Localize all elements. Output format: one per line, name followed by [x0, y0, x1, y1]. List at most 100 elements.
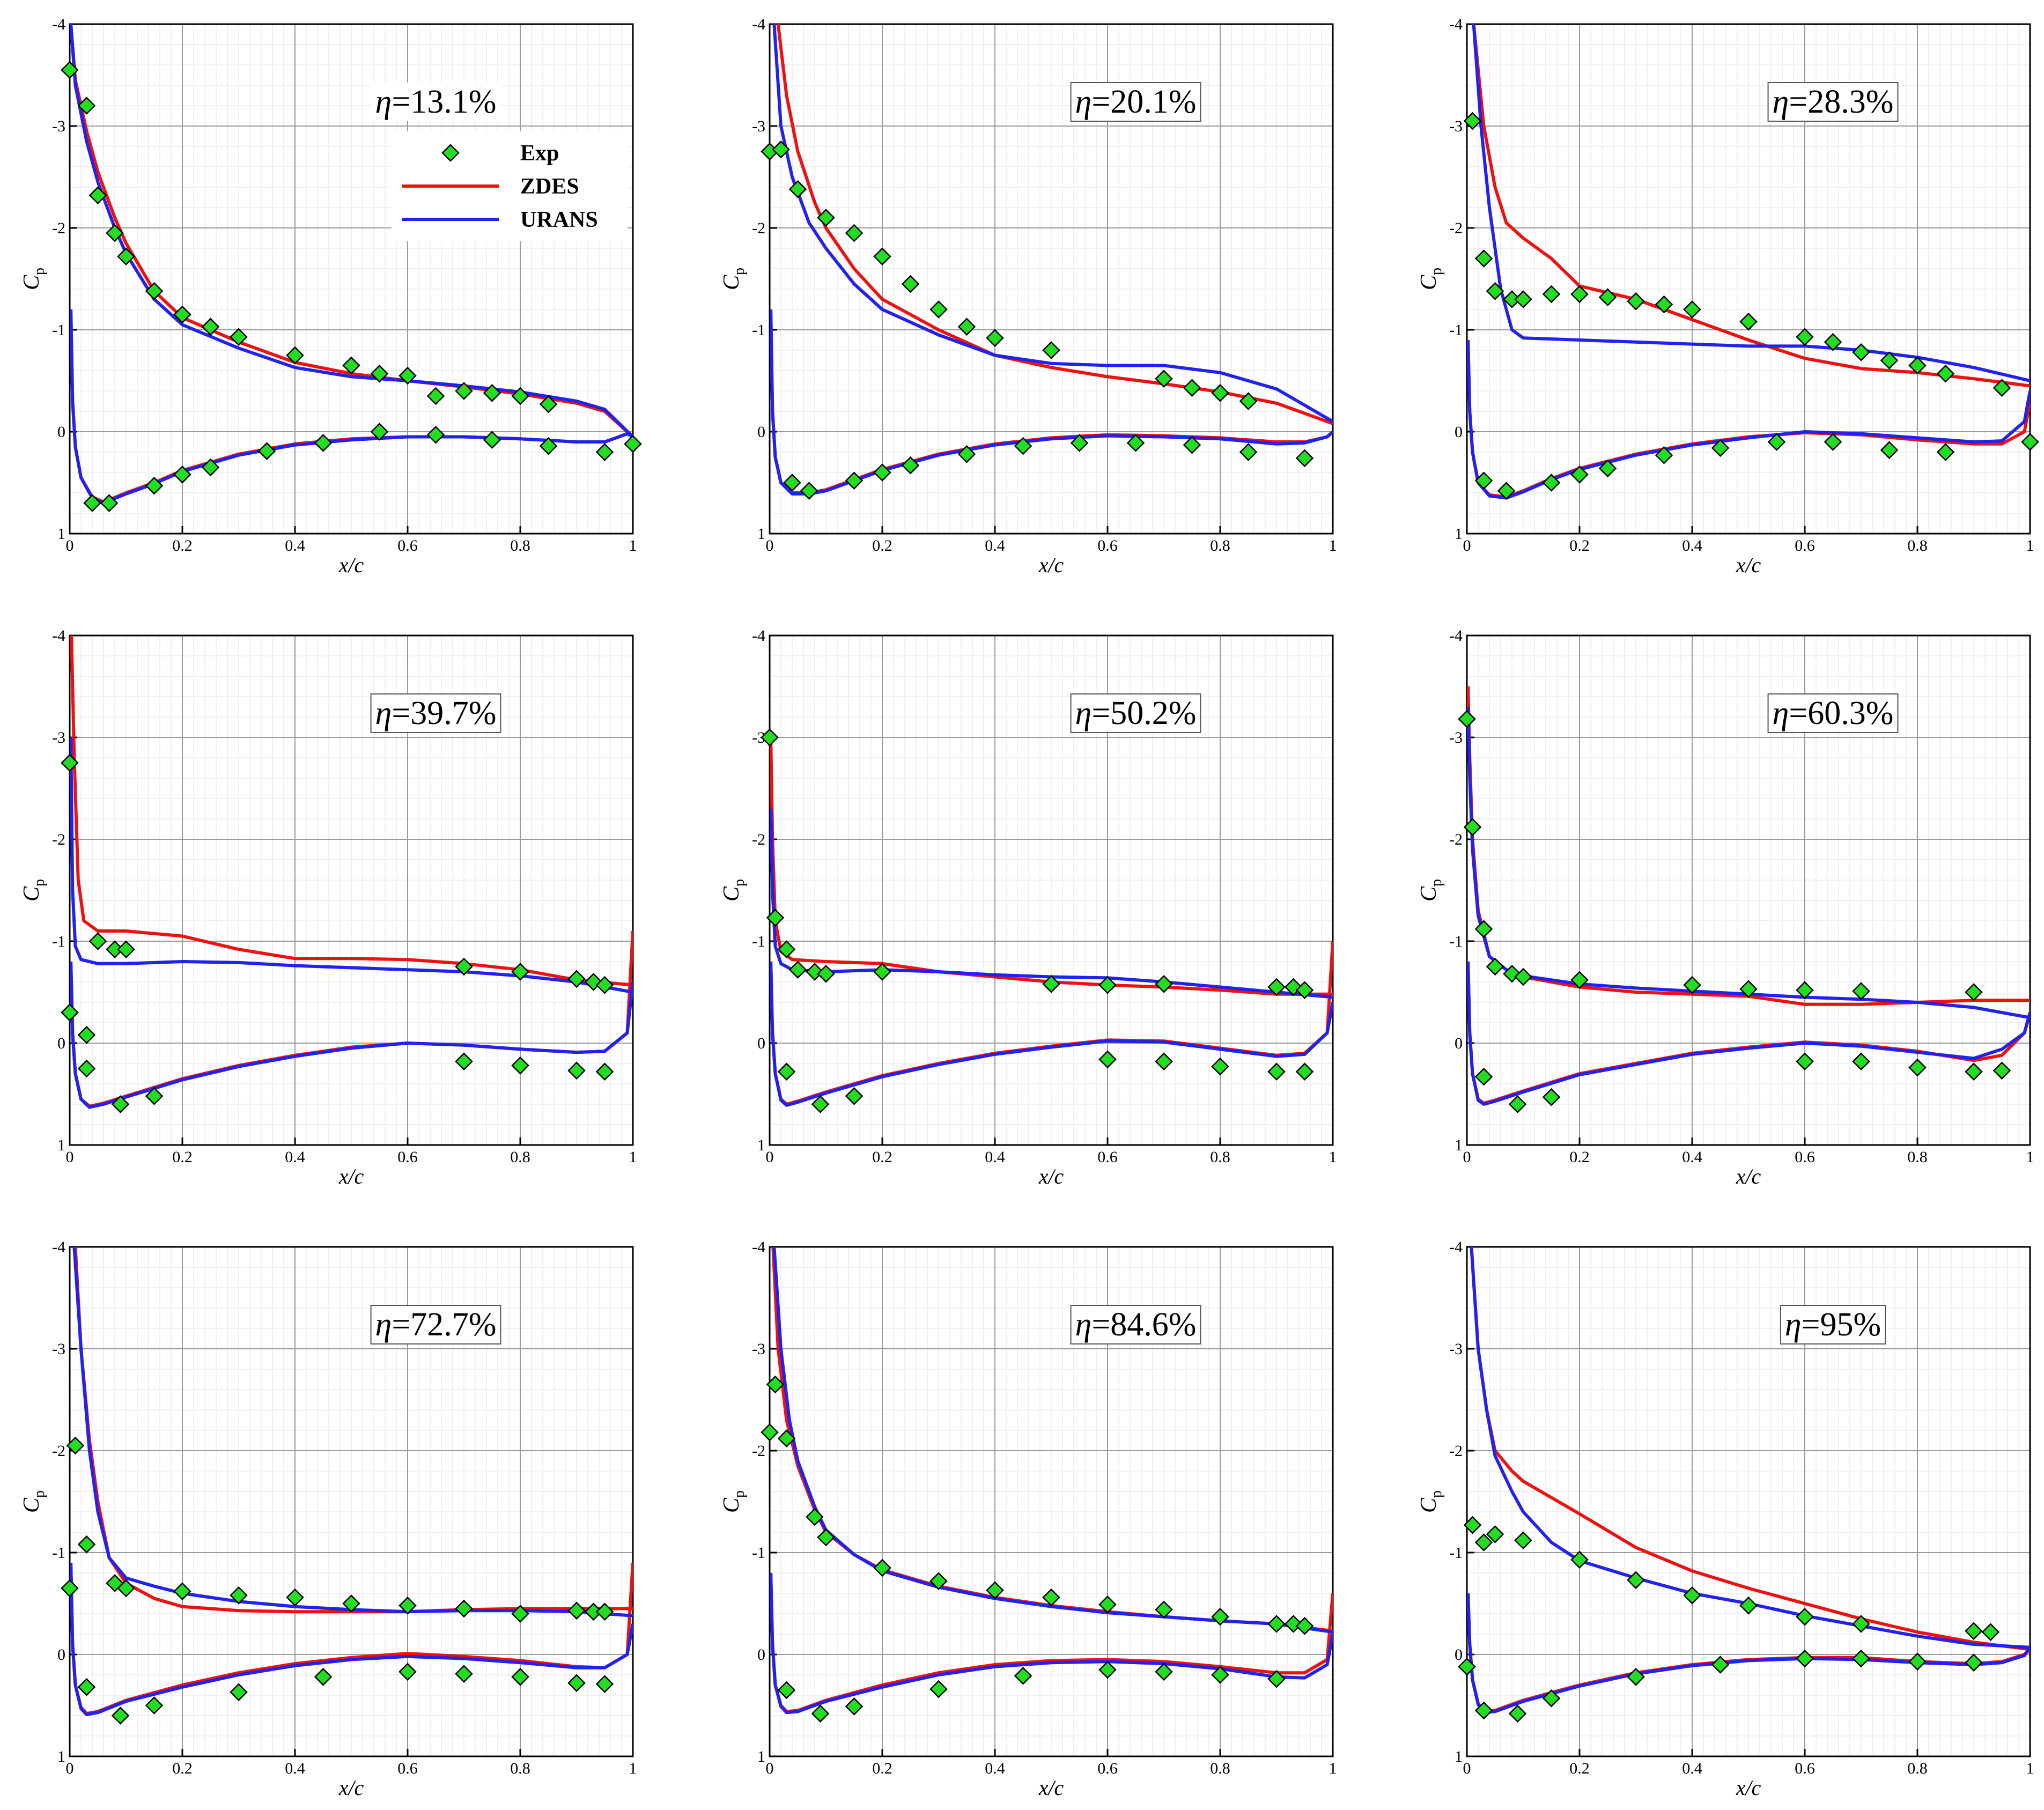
annotation-box	[1070, 82, 1201, 122]
exp-data-point	[1965, 1653, 1983, 1672]
exp-data-point	[201, 458, 220, 477]
exp-data-point	[1514, 290, 1532, 308]
exp-data-point	[567, 1674, 586, 1692]
x-tick-label: 1	[2026, 1760, 2034, 1777]
zdes-upper-line	[770, 737, 1333, 996]
exp-data-point	[1463, 818, 1482, 836]
exp-data-point	[957, 317, 976, 336]
y-tick-label: -4	[752, 1238, 765, 1256]
urans-upper-line	[1472, 24, 2030, 382]
x-tick-label: 0.6	[1795, 1760, 1815, 1777]
exp-data-point	[1295, 449, 1314, 468]
y-tick-label: -4	[752, 16, 765, 33]
y-tick-label: -4	[52, 16, 65, 33]
x-tick-label: 0	[766, 1760, 774, 1777]
x-tick-label: 1	[2026, 1148, 2034, 1166]
x-tick-label: 0	[66, 1760, 74, 1777]
y-tick-label: -2	[752, 219, 765, 237]
y-axis-label-main: C	[1416, 275, 1441, 290]
y-tick-label: 1	[57, 1748, 65, 1765]
exp-data-point	[455, 1665, 473, 1683]
y-tick-label: 1	[757, 1136, 765, 1154]
plot-frame	[769, 23, 1334, 535]
exp-data-point	[230, 1683, 248, 1702]
urans-upper-line	[70, 24, 633, 438]
exp-data-point	[2021, 433, 2039, 451]
y-axis-label-main: C	[1416, 886, 1441, 902]
exp-data-point	[511, 1057, 529, 1075]
panel-1: 0 0.2 0.4 0.6 0.8 1-4-3-2-101x/cCpη=13.1%ExpZ…	[19, 16, 642, 577]
x-tick-label: 0.6	[1097, 537, 1118, 555]
exp-data-point	[1570, 466, 1589, 484]
exp-data-point	[399, 1597, 417, 1615]
exp-data-point	[1824, 433, 1842, 451]
exp-data-point	[399, 366, 417, 385]
exp-data-point	[145, 282, 164, 300]
y-axis-label-subscript: p	[1428, 268, 1445, 275]
x-tick-label: 0.4	[285, 1760, 305, 1777]
x-tick-label: 0.6	[397, 537, 418, 555]
x-tick-label: 0.8	[1907, 1760, 1928, 1777]
x-axis-label: x/c	[1736, 553, 1761, 577]
exp-data-point	[426, 387, 445, 405]
eta-annotation: η=60.3%	[1773, 695, 1894, 732]
exp-data-point	[1796, 1607, 1814, 1626]
x-tick-label: 0.4	[285, 1148, 305, 1166]
plot-area	[770, 1247, 1333, 1715]
exp-data-point	[1683, 1586, 1701, 1605]
exp-data-point	[567, 1601, 586, 1620]
exp-data-point	[901, 275, 920, 293]
exp-data-point	[845, 1087, 864, 1105]
y-axis-label-subscript: p	[1428, 879, 1445, 886]
y-axis-label: Cp	[1416, 1490, 1445, 1513]
exp-data-point	[1042, 975, 1060, 993]
exp-data-point	[1474, 1067, 1493, 1086]
exp-data-point	[314, 1668, 333, 1686]
exp-data-point	[1542, 1088, 1561, 1106]
exp-data-point	[511, 1605, 529, 1623]
y-axis-label-main: C	[719, 886, 744, 902]
eta-value: =20.1%	[1091, 84, 1196, 120]
exp-data-point	[595, 1602, 614, 1621]
exp-data-point	[61, 1003, 79, 1022]
exp-data-point	[783, 474, 801, 492]
x-tick-label: 0.8	[510, 1760, 530, 1777]
exp-data-point	[811, 1704, 830, 1723]
urans-lower-line	[70, 1562, 633, 1717]
exp-data-point	[806, 1508, 824, 1526]
exp-data-point	[901, 456, 920, 475]
exp-data-point	[873, 463, 891, 482]
eta-symbol: η	[1075, 84, 1092, 120]
x-axis-label: x/c	[1736, 1164, 1761, 1188]
urans-upper-line	[772, 24, 1333, 423]
exp-data-point	[766, 908, 785, 927]
exp-data-point	[117, 940, 135, 958]
exp-data-point	[61, 753, 79, 772]
plot-area	[70, 1247, 633, 1717]
exp-data-point	[1155, 1052, 1173, 1070]
exp-data-point	[761, 1423, 779, 1442]
urans-upper-line	[70, 737, 633, 994]
x-tick-label: 0.8	[510, 1148, 530, 1166]
eta-symbol: η	[375, 695, 392, 732]
exp-data-point	[342, 1594, 360, 1613]
y-tick-label: -4	[52, 1238, 65, 1256]
zdes-upper-line	[70, 636, 633, 987]
x-axis-label: x/c	[338, 1164, 364, 1188]
exp-data-point	[1542, 285, 1561, 304]
exp-data-point	[817, 1528, 835, 1547]
y-tick-label: 0	[757, 1646, 765, 1664]
exp-data-point	[111, 1095, 130, 1113]
exp-data-point	[426, 425, 445, 444]
x-tick-label: 0.4	[1682, 537, 1702, 555]
annotation-box	[1767, 82, 1899, 122]
legend-marker-exp	[441, 144, 460, 162]
x-tick-label: 0.4	[985, 537, 1005, 555]
exp-data-point	[83, 494, 101, 512]
exp-data-point	[539, 395, 558, 413]
eta-value: =50.2%	[1091, 695, 1196, 732]
exp-data-point	[370, 364, 389, 383]
